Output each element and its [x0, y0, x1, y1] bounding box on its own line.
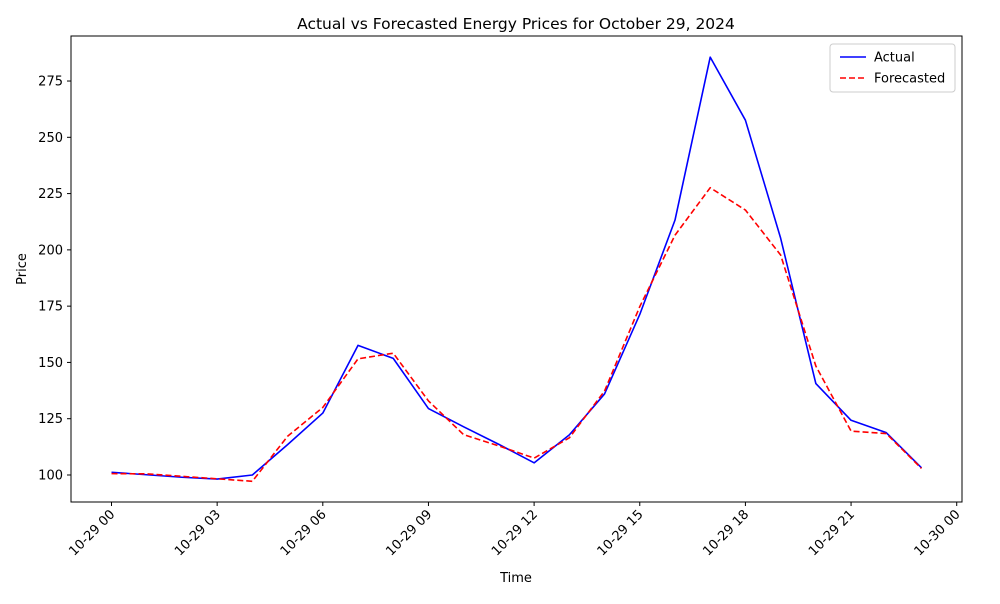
y-tick-label: 250 — [38, 131, 63, 146]
y-tick-label: 100 — [38, 468, 63, 483]
x-tick-label: 10-30 00 — [912, 507, 964, 559]
legend: Actual Forecasted — [829, 43, 956, 93]
y-tick-label: 225 — [38, 187, 63, 202]
y-tick-label: 150 — [38, 356, 63, 371]
x-tick-label: 10-29 06 — [278, 507, 330, 559]
y-axis-label: Price — [15, 253, 30, 285]
axes-frame — [70, 35, 963, 503]
y-tick-label: 275 — [38, 75, 63, 90]
x-axis-label: Time — [499, 571, 532, 586]
x-tick-label: 10-29 18 — [700, 507, 752, 559]
x-tick-label: 10-29 00 — [66, 507, 118, 559]
plot-area — [111, 56, 923, 483]
x-tick-label: 10-29 09 — [383, 507, 435, 559]
x-tick-label: 10-29 03 — [172, 507, 224, 559]
series-line-forecasted — [111, 186, 923, 483]
legend-box — [829, 43, 956, 93]
y-tick-label: 200 — [38, 243, 63, 258]
x-tick-label: 10-29 15 — [595, 507, 647, 559]
y-tick-label: 125 — [38, 412, 63, 427]
legend-label-actual: Actual — [874, 51, 915, 66]
x-tick-label: 10-29 12 — [489, 507, 541, 559]
legend-label-forecasted: Forecasted — [874, 72, 945, 87]
series-line-actual — [111, 56, 923, 480]
axes: 100 125 150 175 200 225 250 275 10-29 00 10-29 03… — [38, 35, 964, 559]
chart-title: Actual vs Forecasted Energy Prices for O… — [297, 15, 735, 33]
y-tick-label: 175 — [38, 300, 63, 315]
x-tick-label: 10-29 21 — [806, 507, 858, 559]
